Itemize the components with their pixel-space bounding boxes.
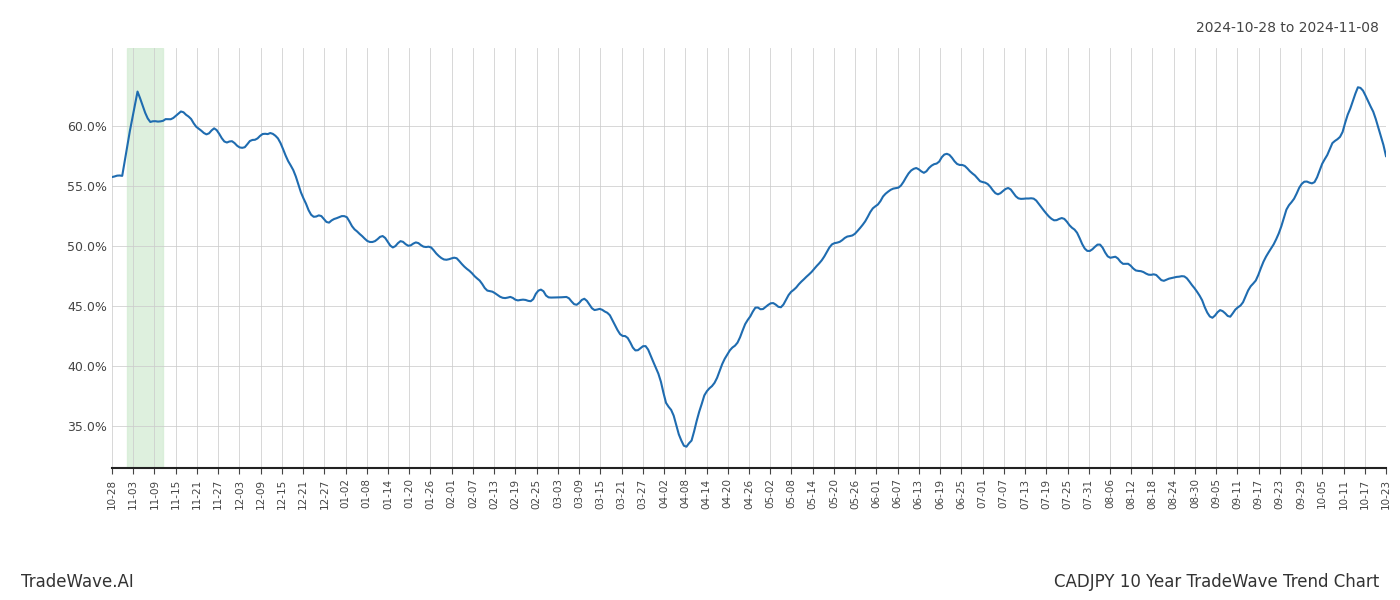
Bar [127, 48, 162, 468]
Text: TradeWave.AI: TradeWave.AI [21, 573, 134, 591]
Text: 2024-10-28 to 2024-11-08: 2024-10-28 to 2024-11-08 [1196, 21, 1379, 35]
Text: CADJPY 10 Year TradeWave Trend Chart: CADJPY 10 Year TradeWave Trend Chart [1054, 573, 1379, 591]
